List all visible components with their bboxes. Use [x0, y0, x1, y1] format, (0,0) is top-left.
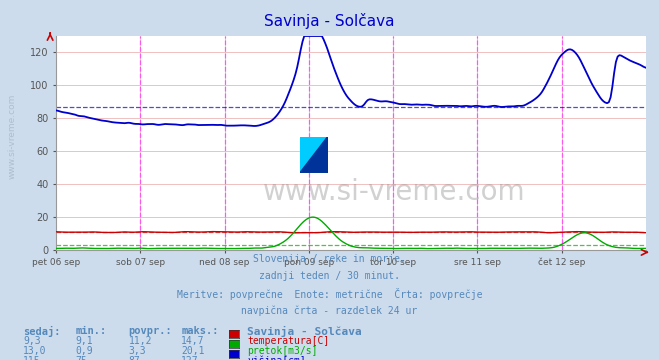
- Text: www.si-vreme.com: www.si-vreme.com: [8, 94, 17, 180]
- Text: pretok[m3/s]: pretok[m3/s]: [247, 346, 318, 356]
- Text: višina[cm]: višina[cm]: [247, 356, 306, 360]
- Text: 0,9: 0,9: [76, 346, 94, 356]
- Text: 115: 115: [23, 356, 41, 360]
- Text: Meritve: povprečne  Enote: metrične  Črta: povprečje: Meritve: povprečne Enote: metrične Črta:…: [177, 288, 482, 300]
- Text: Savinja - Solčava: Savinja - Solčava: [247, 326, 362, 337]
- Text: navpična črta - razdelek 24 ur: navpična črta - razdelek 24 ur: [241, 306, 418, 316]
- Text: Savinja - Solčava: Savinja - Solčava: [264, 13, 395, 28]
- Text: 13,0: 13,0: [23, 346, 47, 356]
- Text: 127: 127: [181, 356, 199, 360]
- Text: 14,7: 14,7: [181, 336, 205, 346]
- Polygon shape: [300, 137, 328, 173]
- Text: 9,1: 9,1: [76, 336, 94, 346]
- Text: povpr.:: povpr.:: [129, 326, 172, 336]
- Text: 20,1: 20,1: [181, 346, 205, 356]
- Polygon shape: [300, 137, 328, 173]
- Text: sedaj:: sedaj:: [23, 326, 61, 337]
- Text: 87: 87: [129, 356, 140, 360]
- Text: 9,3: 9,3: [23, 336, 41, 346]
- Polygon shape: [300, 137, 328, 173]
- Text: temperatura[C]: temperatura[C]: [247, 336, 330, 346]
- Text: www.si-vreme.com: www.si-vreme.com: [262, 178, 525, 206]
- Text: maks.:: maks.:: [181, 326, 219, 336]
- Text: Slovenija / reke in morje.: Slovenija / reke in morje.: [253, 254, 406, 264]
- Text: zadnji teden / 30 minut.: zadnji teden / 30 minut.: [259, 271, 400, 281]
- Text: 75: 75: [76, 356, 88, 360]
- Text: min.:: min.:: [76, 326, 107, 336]
- Text: 11,2: 11,2: [129, 336, 152, 346]
- Text: 3,3: 3,3: [129, 346, 146, 356]
